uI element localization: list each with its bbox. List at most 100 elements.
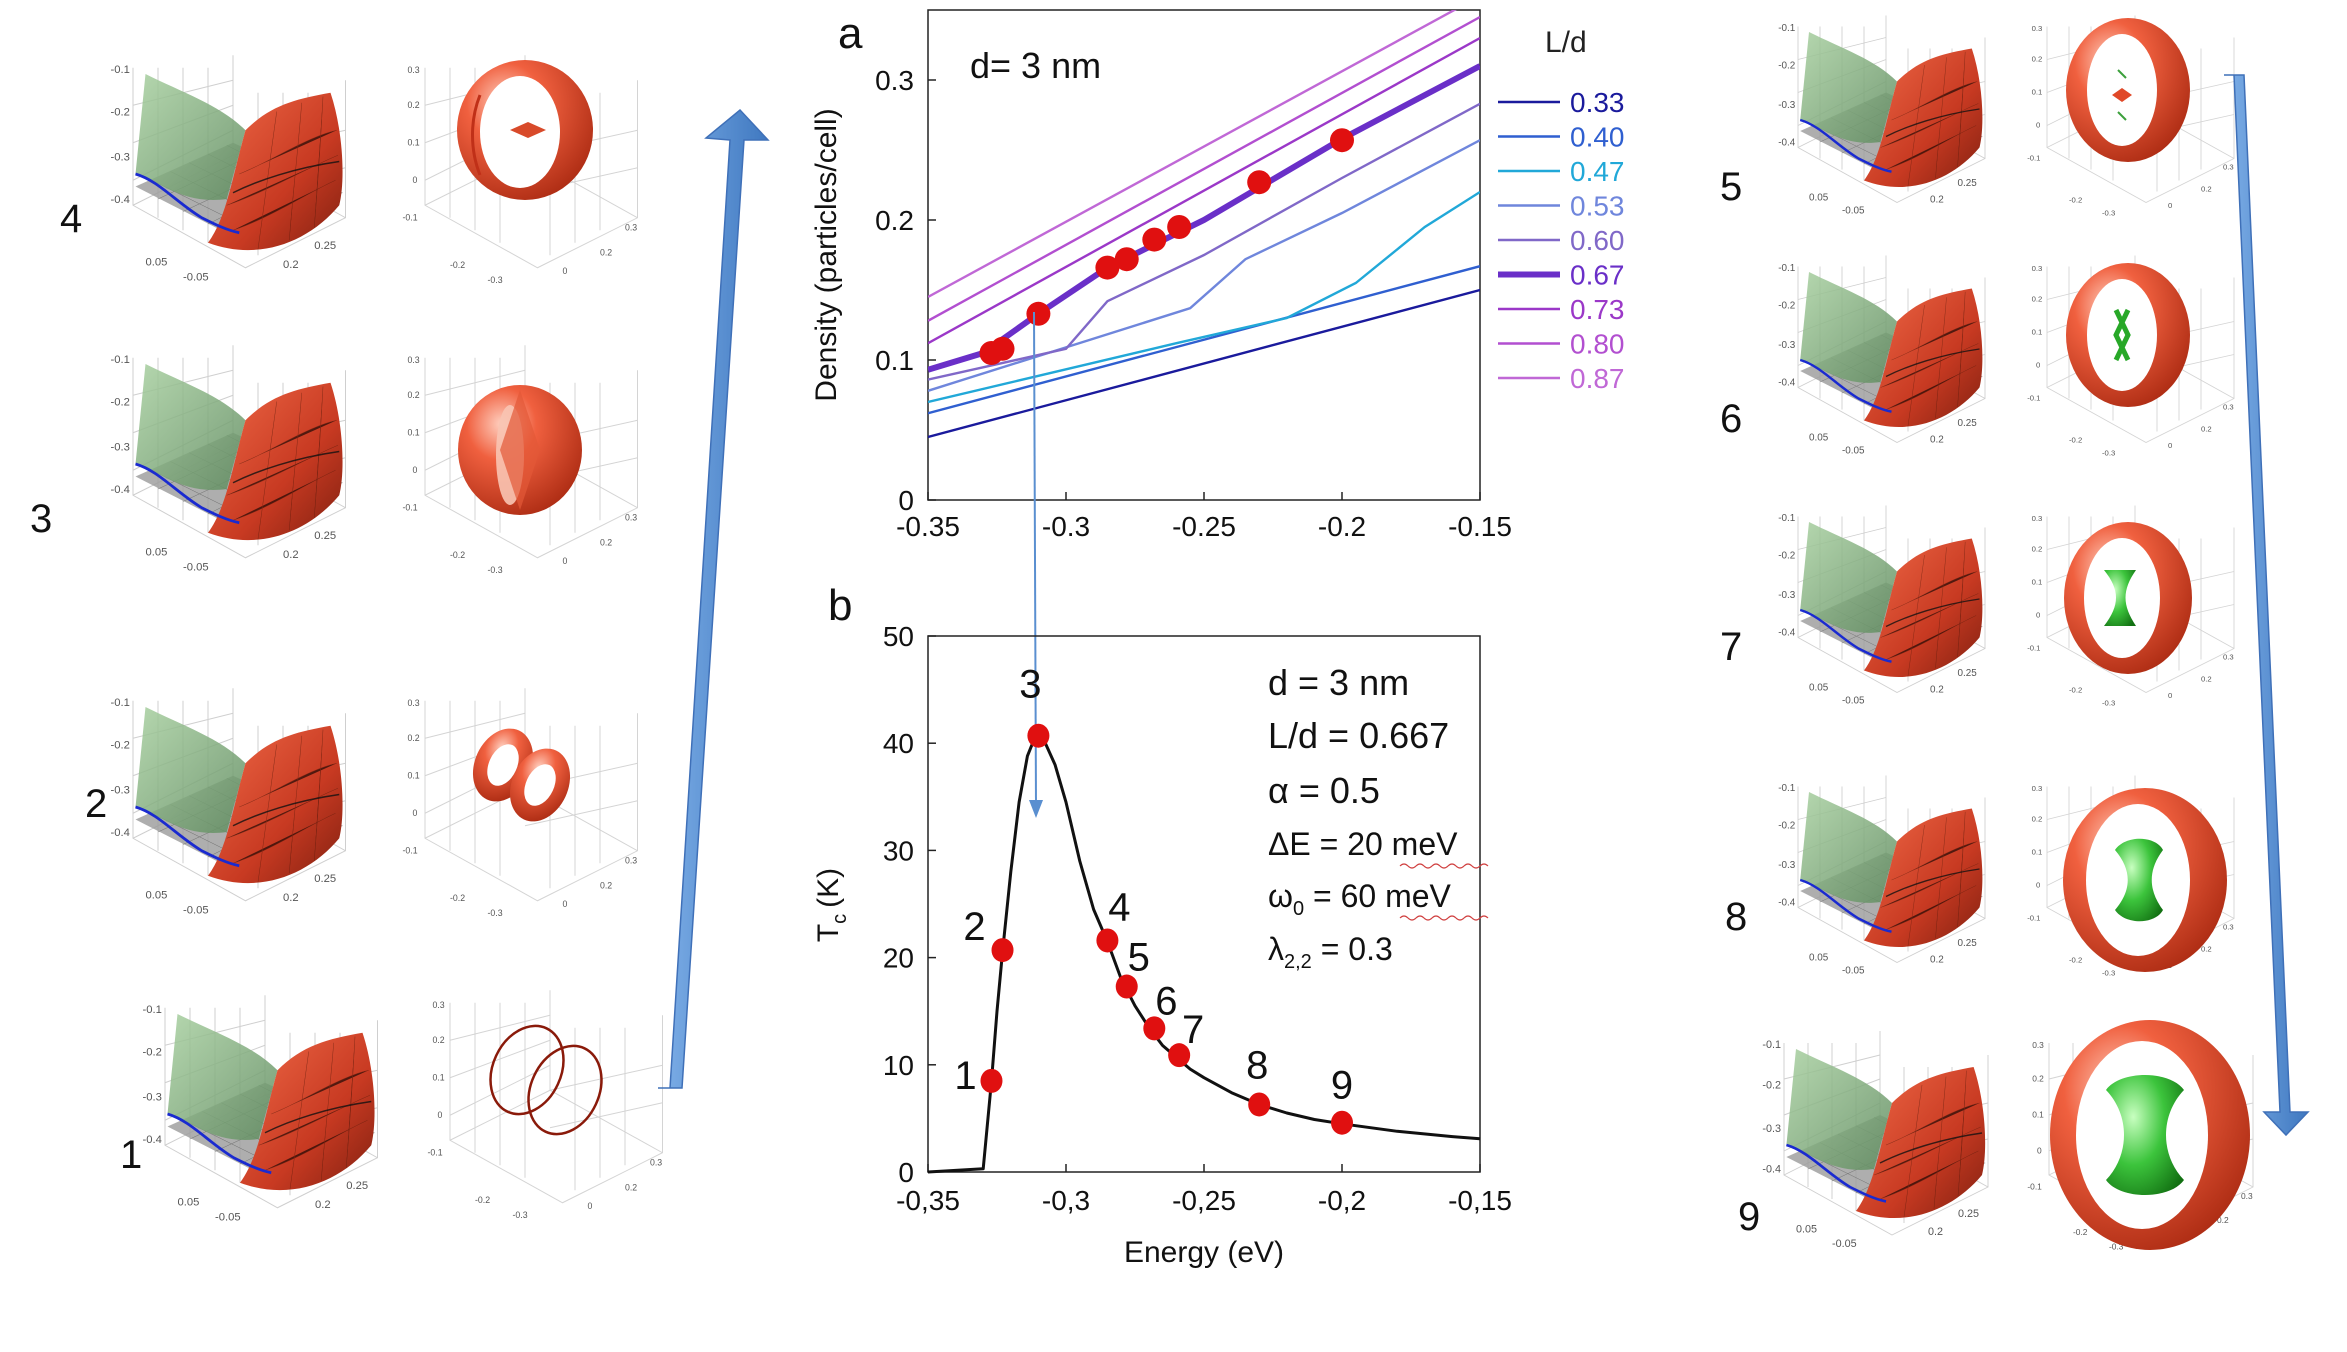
series-line-0.67 [928, 63, 1480, 373]
tc-point-label-3: 3 [1019, 663, 1041, 707]
panel-b-curve [927, 734, 1481, 1174]
tc-point-label-1: 1 [954, 1054, 976, 1098]
panel-a-ytick-label: 0.1 [875, 345, 914, 376]
fermi-surface-5 [2066, 18, 2190, 162]
panel-a-point [990, 336, 1015, 361]
panel-b-ylabel: Tc(K) [812, 868, 851, 942]
dispersion-surface-8 [1776, 775, 1987, 978]
tc-point-1 [980, 1068, 1003, 1093]
series-line-0.80 [928, 15, 1480, 322]
panel-a-point [1142, 227, 1167, 252]
series-line-0.40 [928, 265, 1480, 415]
tc-point-7 [1168, 1043, 1191, 1068]
panel-a-xticks: -0.35 -0.3 -0.25 -0.2 -0.15 [896, 492, 1512, 542]
panel-a-points [979, 128, 1354, 365]
panel-a-annotation: d= 3 nm [970, 45, 1101, 86]
param-de: ΔE = 20 meV [1268, 826, 1458, 862]
panel-b-xtick-label: -0,15 [1448, 1185, 1512, 1216]
tc-point-label-8: 8 [1246, 1043, 1268, 1087]
panel-b-params: d = 3 nm L/d = 0.667 α = 0.5 ΔE = 20 meV… [1268, 662, 1489, 973]
param-lambda: λ2,2 = 0.3 [1268, 931, 1393, 973]
panel-row-3: 3 [30, 345, 639, 576]
tc-point-9 [1331, 1110, 1353, 1135]
panel-a-xtick-label: -0.2 [1318, 511, 1366, 542]
legend-label-0.53: 0.53 [1570, 191, 1625, 222]
tc-point-label-4: 4 [1108, 885, 1130, 929]
legend-label-0.80: 0.80 [1570, 329, 1625, 360]
fermi-surface-3 [458, 385, 582, 515]
fermi-surface-1 [489, 1024, 603, 1136]
panel-row-9: 9 [1738, 1020, 2254, 1253]
tc-point-label-7: 7 [1182, 1008, 1204, 1052]
panel-a-density-chart: a d= 3 nm Density (particles/cell) 00.10… [810, 9, 1625, 542]
legend-label-0.33: 0.33 [1570, 87, 1625, 118]
row-label-5: 5 [1720, 165, 1742, 209]
panel-b-xticks: -0,35 -0,3 -0,25 -0,2 -0,15 [896, 1164, 1512, 1216]
fermi-surface-2 [472, 728, 571, 822]
row-label-1: 1 [120, 1133, 142, 1177]
panel-b-xlabel: Energy (eV) [1124, 1236, 1284, 1269]
panel-b-xtick-label: -0,3 [1042, 1185, 1090, 1216]
panel-a-xtick-label: -0.15 [1448, 511, 1512, 542]
fermi-surface-7 [2064, 522, 2192, 674]
svg-text:Tc(K): Tc(K) [812, 868, 851, 942]
param-omega: ω0 = 60 meV [1268, 878, 1452, 920]
dispersion-surface-5 [1776, 15, 1987, 218]
panel-a-ytick-label: 0.2 [875, 205, 914, 236]
param-d: d = 3 nm [1268, 662, 1409, 703]
row-label-4: 4 [60, 197, 82, 241]
panel-row-2: 2 [85, 688, 639, 919]
panel-a-point [1095, 255, 1120, 280]
panel-b-ytick-label: 20 [883, 943, 914, 974]
panel-a-point [1330, 128, 1354, 153]
arrow-down [2224, 74, 2310, 1137]
legend-label-0.60: 0.60 [1570, 225, 1625, 256]
row-label-3: 3 [30, 497, 52, 541]
dispersion-surface-2 [109, 688, 347, 918]
panel-a-point [1167, 215, 1192, 239]
left-panels: 4 3 2 [30, 55, 770, 1225]
fermi-box-1 [426, 990, 664, 1221]
param-ld: L/d = 0.667 [1268, 715, 1449, 756]
dispersion-surface-3 [109, 345, 347, 575]
row-label-2: 2 [85, 782, 107, 826]
tc-point-5 [1115, 974, 1138, 999]
legend-label-0.40: 0.40 [1570, 122, 1625, 153]
tc-point-label-5: 5 [1128, 936, 1150, 980]
fermi-surface-8 [2063, 788, 2227, 972]
legend-label-0.47: 0.47 [1570, 156, 1625, 187]
tc-point-3 [1027, 723, 1050, 748]
dispersion-surface-4 [109, 55, 347, 285]
series-line-0.47 [928, 190, 1480, 404]
tc-point-label-6: 6 [1155, 979, 1177, 1023]
panel-a-yticks: 0 0.1 0.2 0.3 [875, 65, 936, 516]
series-line-0.33 [928, 288, 1480, 439]
panel-letter-b: b [828, 581, 852, 630]
right-panels: 5 6 7 [1720, 15, 2310, 1253]
tc-point-8 [1248, 1092, 1271, 1117]
row-label-9: 9 [1738, 1195, 1760, 1239]
panel-row-6: 6 [1720, 255, 2235, 459]
panel-b-ytick-label: 0 [898, 1157, 914, 1188]
tc-curve [927, 734, 1481, 1174]
panel-b-ytick-label: 40 [883, 728, 914, 759]
panel-a-xtick-label: -0.35 [896, 511, 960, 542]
panel-b-xtick-label: -0,35 [896, 1185, 960, 1216]
panel-row-7: 7 [1720, 505, 2235, 709]
series-line-0.73 [928, 36, 1480, 345]
panel-row-8: 8 [1725, 775, 2235, 979]
fermi-surface-6 [2066, 263, 2190, 407]
legend-label-0.87: 0.87 [1570, 363, 1625, 394]
tc-point-label-2: 2 [963, 905, 985, 949]
row-label-6: 6 [1720, 397, 1742, 441]
tc-point-label-9: 9 [1331, 1064, 1353, 1108]
dispersion-surface-7 [1776, 505, 1987, 708]
param-alpha: α = 0.5 [1268, 770, 1380, 811]
panel-row-4: 4 [60, 55, 639, 286]
panel-row-1: 1 [120, 990, 664, 1225]
row-label-7: 7 [1720, 625, 1742, 669]
panel-a-ylabel: Density (particles/cell) [810, 108, 843, 401]
legend-title: L/d [1545, 26, 1587, 59]
